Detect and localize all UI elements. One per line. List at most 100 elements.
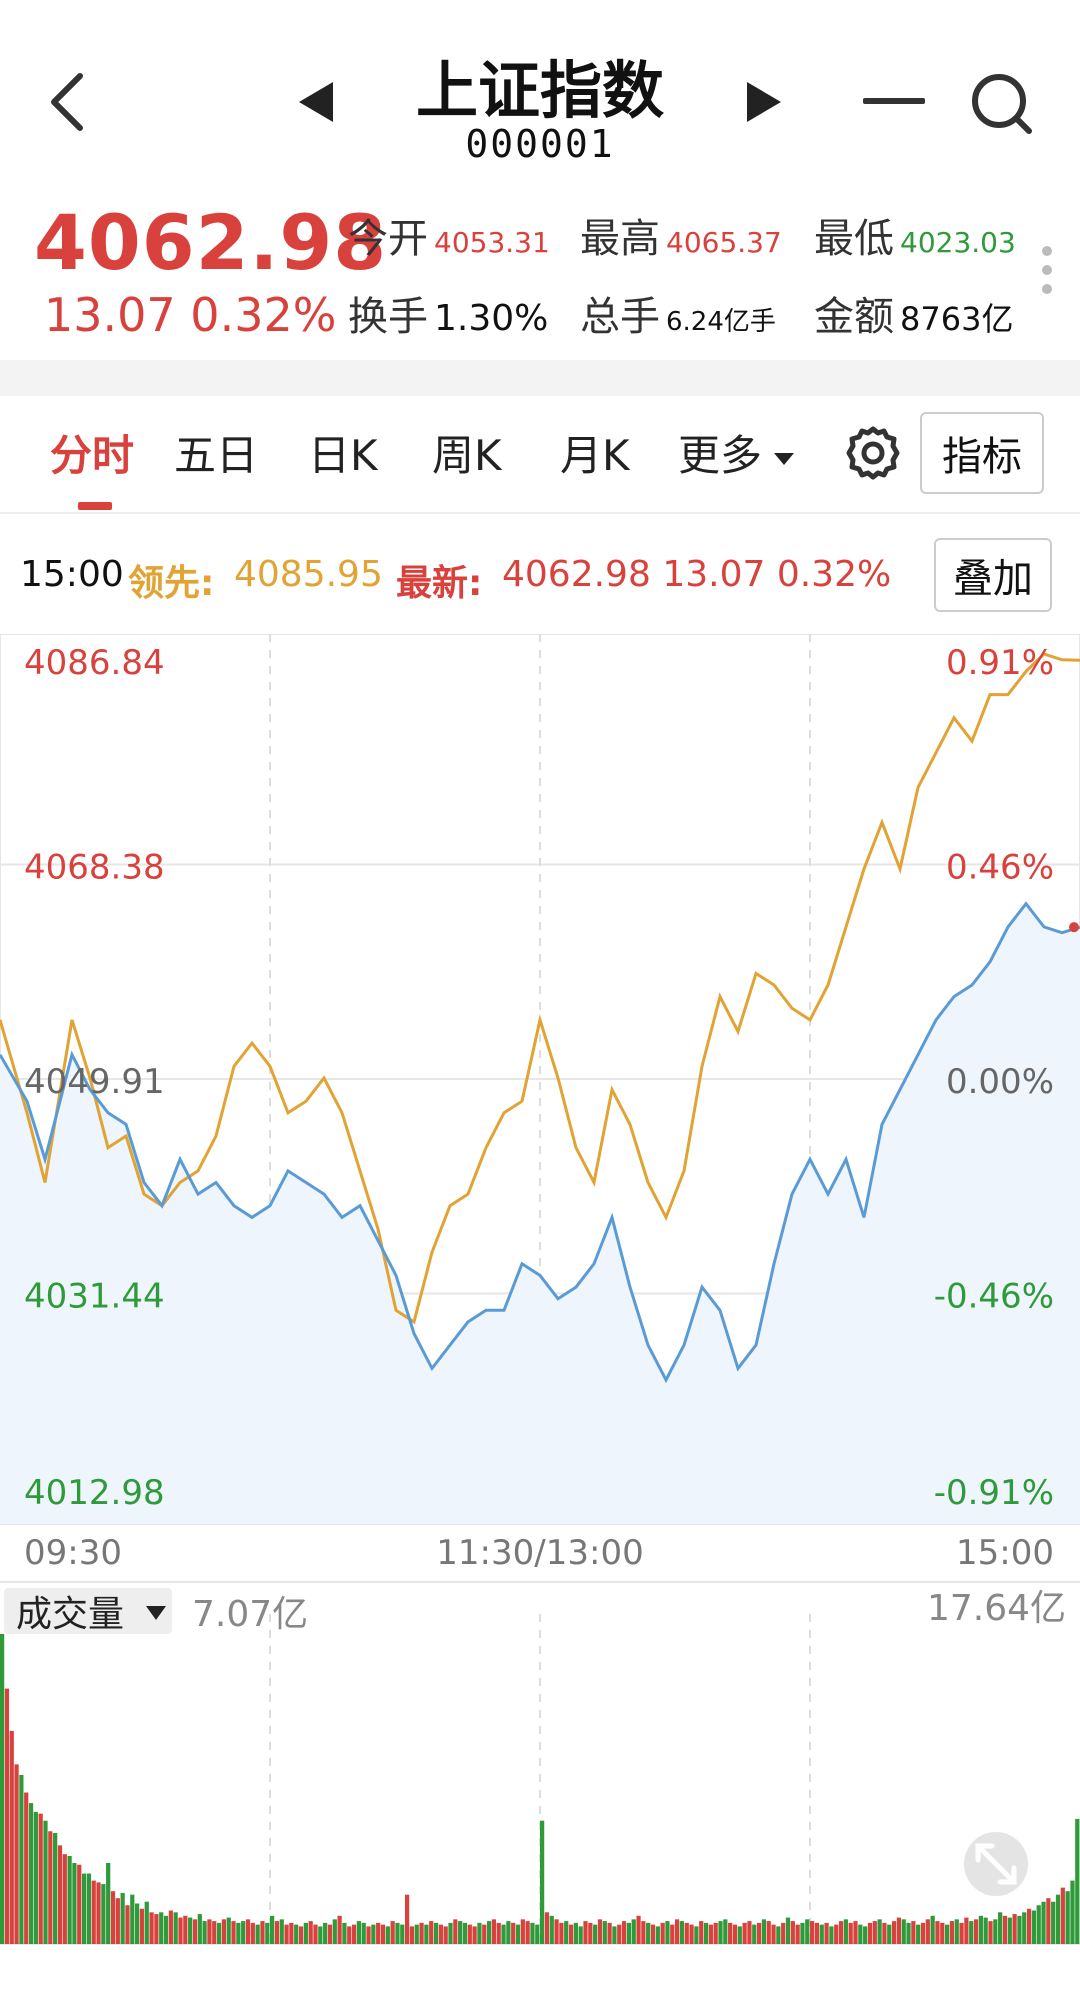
tab-more[interactable]: 更多 bbox=[678, 422, 796, 483]
volume-bar bbox=[998, 1912, 1003, 1944]
volume-bar bbox=[728, 1922, 733, 1944]
latest-value: 4062.98 13.07 0.32% bbox=[502, 554, 892, 595]
volume-bar bbox=[178, 1917, 183, 1944]
volume-bar bbox=[549, 1915, 554, 1944]
open-stat: 今开 4053.31 bbox=[348, 206, 550, 264]
volume-bar bbox=[443, 1926, 448, 1944]
volume-bar bbox=[48, 1831, 53, 1944]
volume-bar bbox=[945, 1924, 950, 1945]
volume-bar bbox=[491, 1919, 497, 1944]
volume-bar bbox=[395, 1922, 400, 1944]
open-label: 今开 bbox=[348, 216, 428, 262]
volume-title: 成交量 bbox=[16, 1594, 124, 1635]
tab-five-day[interactable]: 五日 bbox=[174, 431, 259, 480]
expand-icon[interactable] bbox=[964, 1832, 1028, 1896]
volume-bar bbox=[679, 1921, 685, 1944]
volume-bar bbox=[1012, 1914, 1017, 1944]
period-tabs: 分时 五日 日K 周K 月K 更多 指标 bbox=[0, 396, 1080, 514]
settings-gear-icon[interactable] bbox=[840, 420, 906, 486]
prev-triangle-icon[interactable] bbox=[290, 74, 340, 130]
volume-bar bbox=[959, 1922, 964, 1944]
volume-bar bbox=[766, 1921, 771, 1944]
volume-bar bbox=[149, 1912, 154, 1944]
turnover-stat: 换手 1.30% bbox=[348, 284, 548, 342]
volume-bar bbox=[891, 1921, 897, 1944]
volume-bar bbox=[520, 1919, 525, 1944]
volume-bar bbox=[872, 1921, 877, 1944]
y-tick-left: 4012.98 bbox=[24, 1473, 165, 1513]
y-tick-right: -0.91% bbox=[934, 1473, 1054, 1513]
minimize-icon[interactable] bbox=[862, 86, 926, 116]
lead-line bbox=[0, 652, 1080, 1325]
high-stat: 最高 4065.37 bbox=[580, 206, 782, 264]
volume-bar bbox=[617, 1924, 622, 1945]
next-triangle-icon[interactable] bbox=[740, 74, 790, 130]
overlay-button[interactable]: 叠加 bbox=[934, 538, 1052, 612]
indicator-button[interactable]: 指标 bbox=[920, 412, 1044, 494]
volume-bar bbox=[935, 1921, 940, 1944]
volume-bar bbox=[949, 1921, 955, 1944]
volume-bars bbox=[0, 1634, 1080, 1945]
volume-max: 17.64亿 bbox=[927, 1588, 1066, 1629]
tab-daily-k[interactable]: 日K bbox=[308, 431, 378, 480]
volume-bar bbox=[708, 1924, 713, 1945]
high-value: 4065.37 bbox=[666, 226, 782, 259]
volume-bar bbox=[467, 1924, 472, 1945]
volume-bar bbox=[376, 1922, 381, 1944]
volume-bar bbox=[43, 1820, 48, 1944]
volume-bar bbox=[554, 1919, 559, 1944]
volume-bar bbox=[438, 1924, 443, 1945]
volume-bar bbox=[1046, 1898, 1051, 1944]
volume-bar bbox=[327, 1924, 333, 1945]
volume-bar bbox=[173, 1912, 178, 1944]
volume-bar bbox=[969, 1921, 974, 1944]
volume-selector[interactable] bbox=[4, 1588, 172, 1634]
price-area-fill bbox=[0, 903, 1080, 1524]
volume-bar bbox=[530, 1922, 535, 1944]
volume-bar bbox=[626, 1922, 632, 1944]
back-arrow-icon[interactable] bbox=[36, 62, 96, 142]
volume-bar bbox=[718, 1921, 723, 1944]
x-tick: 11:30/13:00 bbox=[436, 1533, 643, 1573]
volume-bar bbox=[800, 1922, 805, 1944]
section-divider bbox=[0, 360, 1080, 396]
volume-bar bbox=[38, 1813, 43, 1944]
volume-bar bbox=[660, 1922, 665, 1944]
page-title: 上证指数 bbox=[415, 54, 664, 127]
y-axis-right-labels: 0.91% 0.46% 0.00% -0.46% -0.91% bbox=[934, 643, 1054, 1513]
tab-weekly-k[interactable]: 周K bbox=[432, 431, 502, 480]
tab-monthly-k[interactable]: 月K bbox=[560, 431, 630, 480]
more-vertical-icon[interactable] bbox=[1036, 240, 1058, 300]
volume-bar bbox=[911, 1921, 916, 1944]
volume-bar bbox=[1051, 1901, 1056, 1944]
volume-bar bbox=[882, 1922, 887, 1944]
volume-bar bbox=[4, 1688, 10, 1944]
tab-intraday[interactable]: 分时 bbox=[50, 431, 135, 480]
turnover-value: 1.30% bbox=[434, 298, 549, 339]
volume-bar bbox=[125, 1905, 130, 1944]
volume-bar bbox=[212, 1921, 217, 1944]
low-stat: 最低 4023.03 bbox=[814, 206, 1016, 264]
price-change: 13.07 0.32% bbox=[44, 288, 337, 342]
volume-bar bbox=[250, 1922, 255, 1944]
search-icon[interactable] bbox=[966, 68, 1038, 140]
volume-bar bbox=[409, 1926, 415, 1944]
volume-bar bbox=[337, 1915, 342, 1944]
volume-bar bbox=[819, 1924, 824, 1945]
volume-bar bbox=[168, 1910, 173, 1944]
volume-bar bbox=[670, 1924, 675, 1945]
volume-bar bbox=[602, 1921, 607, 1944]
lead-label: 领先: bbox=[128, 563, 215, 604]
volume-bar bbox=[901, 1919, 906, 1944]
volume-bar bbox=[385, 1926, 390, 1944]
volume-bar bbox=[858, 1924, 863, 1945]
volume-bar bbox=[964, 1917, 969, 1944]
volume-bar bbox=[1031, 1910, 1037, 1944]
volume-bar bbox=[400, 1924, 405, 1945]
volume-bar bbox=[829, 1926, 834, 1944]
volume-bar bbox=[636, 1915, 641, 1944]
volume-bar bbox=[101, 1884, 106, 1944]
volume-label: 总手 bbox=[580, 294, 660, 340]
volume-bar bbox=[19, 1774, 24, 1944]
volume-bar bbox=[723, 1919, 728, 1944]
